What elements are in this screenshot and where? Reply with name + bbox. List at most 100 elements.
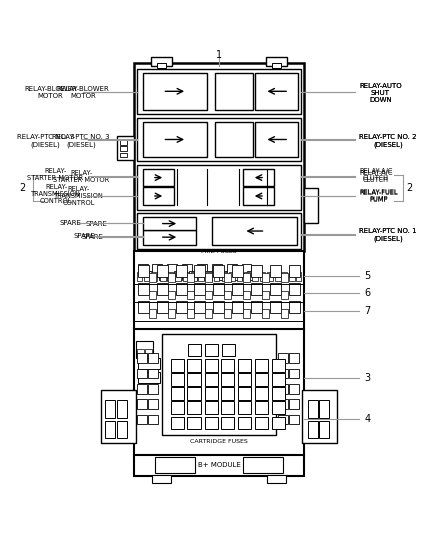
Bar — [176, 282, 187, 295]
Bar — [255, 359, 268, 372]
Bar — [237, 272, 242, 280]
Bar — [238, 417, 251, 430]
Text: SPARE: SPARE — [85, 221, 107, 227]
Bar — [221, 387, 234, 400]
Bar — [289, 265, 300, 278]
Bar — [194, 282, 205, 295]
Text: RELAY-PTC NO. 1
(DIESEL): RELAY-PTC NO. 1 (DIESEL) — [359, 228, 417, 241]
Bar — [167, 264, 177, 276]
Bar — [278, 384, 288, 393]
Bar — [117, 136, 134, 160]
Bar — [205, 344, 218, 356]
Bar — [212, 217, 297, 245]
Bar — [160, 272, 166, 280]
Bar — [302, 390, 337, 442]
Bar — [296, 272, 301, 280]
Bar — [243, 309, 250, 318]
Bar — [117, 400, 127, 418]
Text: RELAY-A/C
CLUTCH: RELAY-A/C CLUTCH — [359, 168, 392, 181]
Bar — [174, 271, 182, 280]
Bar — [137, 353, 147, 363]
Bar — [251, 265, 262, 278]
Bar — [171, 374, 184, 386]
Bar — [244, 272, 250, 280]
Bar — [171, 417, 184, 430]
Bar — [187, 290, 194, 300]
Bar — [148, 368, 158, 378]
Text: RELAY-
TRANSMISSION
CONTROL: RELAY- TRANSMISSION CONTROL — [31, 184, 81, 204]
Bar — [234, 271, 242, 280]
Text: RELAY-AUTO
SHUT
DOWN: RELAY-AUTO SHUT DOWN — [359, 83, 402, 103]
Text: CARTRIDGE FUSES: CARTRIDGE FUSES — [190, 439, 248, 444]
Text: 5: 5 — [364, 271, 371, 281]
Text: B+ MODULE: B+ MODULE — [198, 462, 240, 469]
Bar — [134, 251, 304, 330]
Bar — [242, 264, 251, 276]
Bar — [148, 415, 158, 424]
Bar — [144, 272, 149, 280]
Bar — [167, 272, 173, 280]
Bar — [187, 359, 201, 372]
Bar — [155, 457, 195, 473]
Bar — [205, 309, 212, 318]
Text: RELAY-
STARTER MOTOR: RELAY- STARTER MOTOR — [53, 170, 109, 183]
Text: RELAY-FUEL
PUMP: RELAY-FUEL PUMP — [359, 190, 398, 204]
Bar — [137, 165, 301, 209]
Bar — [266, 57, 287, 66]
Bar — [221, 359, 234, 372]
Bar — [227, 264, 237, 276]
Bar — [319, 421, 328, 438]
Bar — [138, 282, 149, 295]
Text: 3: 3 — [364, 373, 371, 383]
Bar — [204, 271, 212, 280]
Bar — [213, 282, 224, 295]
Bar — [137, 349, 144, 356]
Bar — [278, 399, 288, 409]
Bar — [171, 359, 184, 372]
Bar — [152, 264, 162, 276]
Bar — [289, 399, 299, 409]
Bar — [289, 415, 299, 424]
Bar — [138, 372, 160, 383]
Text: RELAY-PTC NO. 1
(DIESEL): RELAY-PTC NO. 1 (DIESEL) — [359, 228, 417, 241]
Text: 6: 6 — [364, 288, 371, 298]
Bar — [162, 334, 276, 435]
Text: MINI FUSES: MINI FUSES — [201, 249, 237, 254]
Bar — [145, 349, 152, 356]
Bar — [197, 264, 207, 276]
Bar — [137, 272, 142, 280]
Bar — [270, 301, 281, 313]
Bar — [243, 457, 283, 473]
Bar — [189, 271, 197, 280]
Bar — [270, 282, 281, 295]
Bar — [182, 264, 192, 276]
Bar — [205, 417, 218, 430]
Bar — [222, 272, 227, 280]
Bar — [137, 69, 301, 114]
Bar — [243, 290, 250, 300]
Bar — [243, 273, 250, 282]
Bar — [272, 387, 285, 400]
Bar — [148, 353, 158, 363]
Text: RELAY-BLOWER
MOTOR: RELAY-BLOWER MOTOR — [24, 86, 77, 99]
Bar — [205, 273, 212, 282]
Bar — [149, 309, 156, 318]
Bar — [152, 474, 171, 483]
Bar — [289, 301, 300, 313]
Bar — [232, 301, 243, 313]
Bar — [176, 265, 187, 278]
Bar — [136, 341, 153, 359]
Bar — [120, 140, 127, 145]
Bar — [267, 474, 286, 483]
Bar — [137, 384, 147, 393]
Text: RELAY-A/C
CLUTCH: RELAY-A/C CLUTCH — [359, 170, 392, 183]
Bar — [272, 401, 285, 414]
Bar — [157, 63, 166, 68]
Bar — [188, 344, 201, 356]
Bar — [138, 264, 148, 276]
Bar — [157, 301, 168, 313]
Bar — [134, 329, 304, 456]
Bar — [221, 417, 234, 430]
Bar — [206, 272, 212, 280]
Bar — [117, 421, 127, 438]
